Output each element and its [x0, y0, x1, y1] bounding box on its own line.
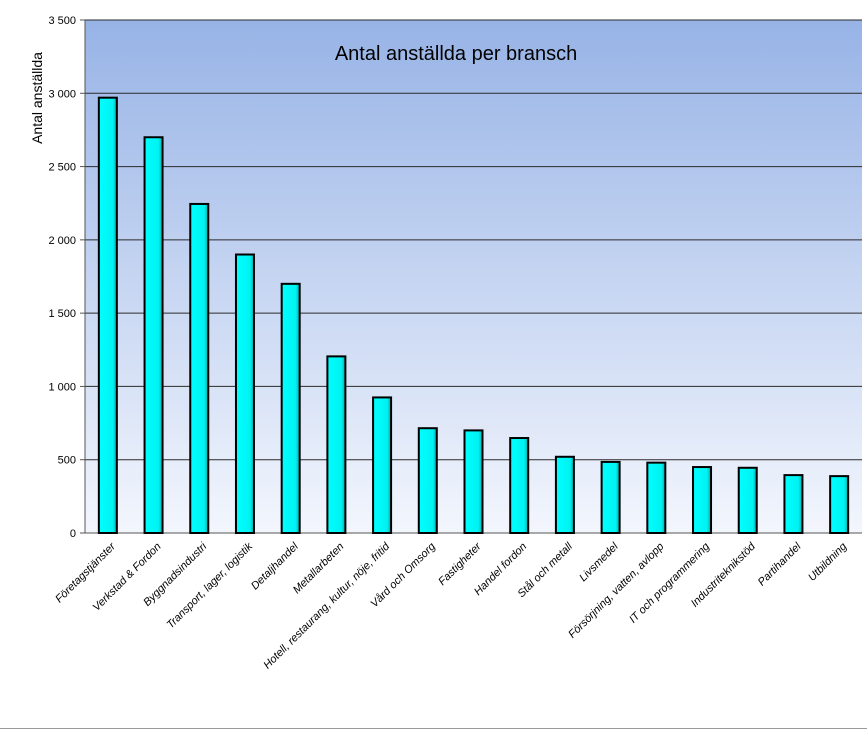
bar: [417, 427, 438, 534]
y-tick-label: 3 500: [48, 15, 76, 27]
bar: [97, 96, 118, 534]
x-tick-label: Livsmedel: [577, 540, 621, 584]
bar: [646, 461, 667, 535]
bar: [692, 466, 713, 534]
chart-title: Antal anställda per bransch: [335, 43, 577, 65]
y-tick-label: 0: [70, 528, 76, 540]
bar: [829, 475, 850, 534]
y-axis-label: Antal anställda: [29, 52, 45, 144]
y-tick-label: 1 000: [48, 381, 76, 393]
y-tick-label: 1 500: [48, 308, 76, 320]
bar: [509, 437, 530, 535]
y-tick-labels: 0 500 1 000 1 500 2 000 2 500 3 000 3 500: [48, 15, 76, 540]
bottom-divider: [0, 728, 867, 733]
bar: [234, 253, 255, 534]
y-tick-label: 500: [58, 455, 76, 467]
x-tick-label: Partihandel: [756, 540, 804, 588]
x-tick-label: IT och programmering: [627, 540, 713, 626]
bar: [463, 429, 484, 534]
bar: [280, 282, 301, 535]
x-tick-label: Fastigheter: [436, 540, 484, 588]
bar: [326, 355, 347, 535]
x-tick-label: Försörjning, vatten, avlopp: [566, 541, 666, 641]
bar: [737, 466, 758, 535]
gridlines: [85, 19, 862, 461]
x-tick-label: Transport, lager, logistik: [165, 540, 256, 631]
bar: [783, 474, 804, 534]
y-tick-label: 3 000: [48, 88, 76, 100]
bars: [97, 96, 850, 535]
y-tick-label: 2 500: [48, 162, 76, 174]
bar: [554, 455, 575, 535]
y-tick-label: 2 000: [48, 235, 76, 247]
bar: [189, 202, 210, 534]
bar: [143, 136, 164, 534]
bar: [372, 396, 393, 534]
bar: [600, 460, 621, 535]
x-tick-label: Utbildning: [806, 540, 850, 584]
